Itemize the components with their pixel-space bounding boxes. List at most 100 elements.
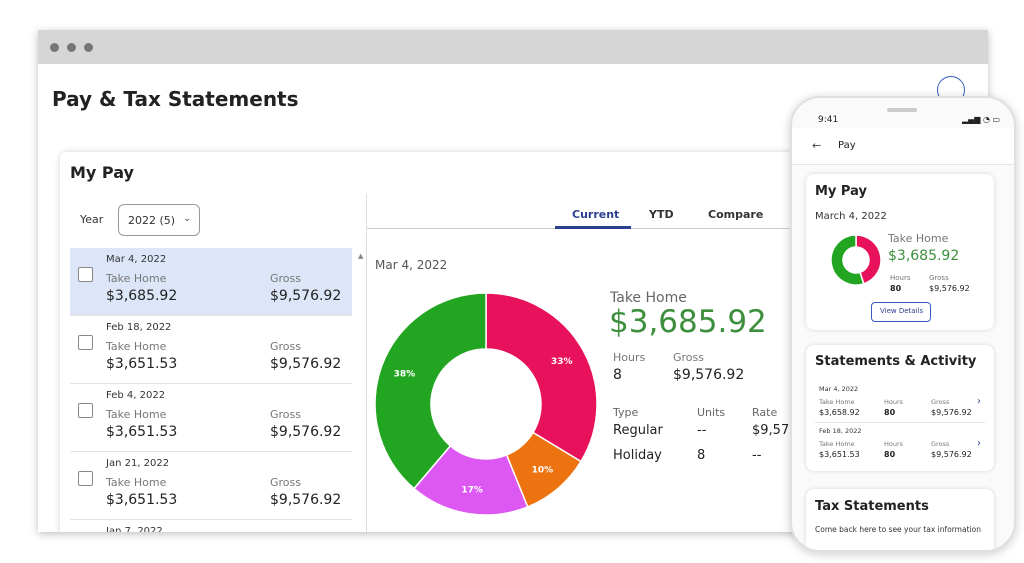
window-dot[interactable] — [50, 43, 59, 52]
gross-value: $9,576.92 — [270, 356, 342, 372]
statement-list: Mar 4, 2022 Take Home $3,685.92 Gross $9,576… — [70, 248, 352, 532]
status-time: 9:41 — [818, 115, 839, 125]
card-title: Statements & Activity — [815, 354, 977, 369]
take-home-label: Take Home — [106, 272, 167, 285]
checkbox[interactable] — [78, 335, 93, 350]
statement-row[interactable]: Mar 4, 2022 Take Home $3,685.92 Gross $9,576… — [70, 248, 352, 316]
hours-label: Hours — [890, 274, 911, 282]
phone-statements-card: Statements & Activity Mar 4, 2022 Take Ho… — [806, 345, 994, 471]
year-select-value: 2022 (5) — [128, 214, 176, 227]
checkbox[interactable] — [78, 267, 93, 282]
gross-label: Gross — [931, 440, 950, 448]
phone: 9:41 ▂▄▆ ◔ ▭ ← Pay My Pay March 4, 2022 … — [790, 96, 1016, 552]
segment-label: 38% — [394, 369, 416, 379]
card-title: My Pay — [70, 163, 134, 182]
scroll-arrow[interactable]: ▲ — [358, 252, 364, 260]
date: Mar 4, 2022 — [106, 254, 167, 265]
statement-row[interactable]: Jan 21, 2022 Take Home $3,651.53 Gross $9,57… — [70, 452, 352, 520]
take-home-value: $3,651.53 — [106, 424, 178, 440]
gross-value: $9,576.92 — [931, 408, 972, 417]
status-icons: ▂▄▆ ◔ ▭ — [962, 115, 1001, 124]
year-select[interactable]: 2022 (5) ⌄ — [118, 204, 200, 236]
gross-value: $9,576.92 — [931, 450, 972, 459]
gross-value: $9,576.92 — [929, 284, 970, 293]
tab-indicator — [555, 226, 631, 229]
table-cell: -- — [697, 423, 707, 438]
card-title: Tax Statements — [815, 499, 929, 514]
gross-label: Gross — [673, 351, 704, 364]
take-home-value: $3,685.92 — [888, 248, 960, 264]
title-bar — [38, 30, 988, 64]
take-home-label: Take Home — [819, 398, 855, 406]
donut-chart: 33% 10% 17% 38% — [374, 292, 598, 516]
take-home-label: Take Home — [610, 290, 687, 306]
card-title: My Pay — [815, 184, 867, 199]
take-home-value: $3,651.53 — [106, 356, 178, 372]
take-home-value: $3,685.92 — [609, 304, 767, 340]
date: Feb 18, 2022 — [106, 322, 172, 333]
gross-value: $9,576.92 — [270, 424, 342, 440]
tab[interactable]: YTD — [649, 208, 674, 221]
gross-label: Gross — [270, 476, 301, 489]
take-home-label: Take Home — [888, 232, 949, 245]
tab[interactable]: Current — [572, 208, 620, 221]
column-header: Units — [697, 406, 726, 419]
phone-my-pay-card: My Pay March 4, 2022 Take Home $3,685.92… — [806, 174, 994, 330]
year-label: Year — [80, 213, 104, 226]
speaker — [887, 108, 917, 112]
statement-row[interactable]: Feb 18, 2022 Take Home $3,651.53 Gross $9,57… — [70, 316, 352, 384]
checkbox[interactable] — [78, 403, 93, 418]
table-cell: 8 — [697, 448, 706, 463]
phone-tax-card: Tax Statements Come back here to see you… — [806, 489, 994, 550]
date: Feb 4, 2022 — [106, 390, 166, 401]
take-home-value: $3,658.92 — [819, 408, 860, 417]
table-cell: -- — [752, 448, 762, 463]
statement-row[interactable]: Jan 7, 2022 — [70, 520, 352, 533]
view-details-button[interactable]: View Details — [871, 302, 931, 322]
hours-label: Hours — [884, 398, 904, 406]
take-home-label: Take Home — [819, 440, 855, 448]
table-cell: Holiday — [613, 448, 662, 463]
donut-segment — [374, 292, 487, 490]
tab[interactable]: Compare — [708, 208, 764, 221]
segment-label: 10% — [532, 466, 554, 476]
divider — [366, 194, 367, 532]
take-home-value: $3,651.53 — [819, 450, 860, 459]
take-home-label: Take Home — [106, 340, 167, 353]
separator — [815, 422, 985, 423]
chevron: ⌄ — [183, 213, 192, 224]
hours-value: 80 — [884, 450, 896, 459]
donut-segment — [485, 292, 598, 463]
window-dot[interactable] — [67, 43, 76, 52]
gross-label: Gross — [270, 272, 301, 285]
hours-value: 8 — [613, 367, 622, 383]
gross-label: Gross — [270, 408, 301, 421]
nav-title: Pay — [838, 140, 856, 151]
hours-value: 80 — [890, 284, 902, 293]
window-dot[interactable] — [84, 43, 93, 52]
date: Feb 18, 2022 — [819, 427, 862, 435]
gross-label: Gross — [929, 274, 949, 282]
take-home-label: Take Home — [106, 408, 167, 421]
segment-label: 17% — [461, 485, 483, 495]
gross-label: Gross — [931, 398, 950, 406]
column-header: Type — [613, 406, 639, 419]
gross-value: $9,576.92 — [673, 367, 745, 383]
checkbox[interactable] — [78, 471, 93, 486]
hours-label: Hours — [613, 351, 646, 364]
table-cell: $9,57 — [752, 423, 790, 438]
statement-row[interactable]: Feb 4, 2022 Take Home $3,651.53 Gross $9,576… — [70, 384, 352, 452]
take-home-value: $3,651.53 — [106, 492, 178, 508]
back-arrow[interactable]: ← — [812, 139, 822, 152]
button-label: View Details — [880, 307, 924, 315]
gross-value: $9,576.92 — [270, 492, 342, 508]
table-cell: Regular — [613, 423, 663, 438]
take-home-value: $3,685.92 — [106, 288, 178, 304]
my-pay-card: My Pay Year 2022 (5) ⌄ Mar 4, 2022 Take H… — [60, 152, 820, 532]
donut-segment — [830, 234, 865, 286]
chevron[interactable]: › — [977, 396, 981, 407]
gross-label: Gross — [270, 340, 301, 353]
gross-value: $9,576.92 — [270, 288, 342, 304]
chevron[interactable]: › — [977, 438, 981, 449]
